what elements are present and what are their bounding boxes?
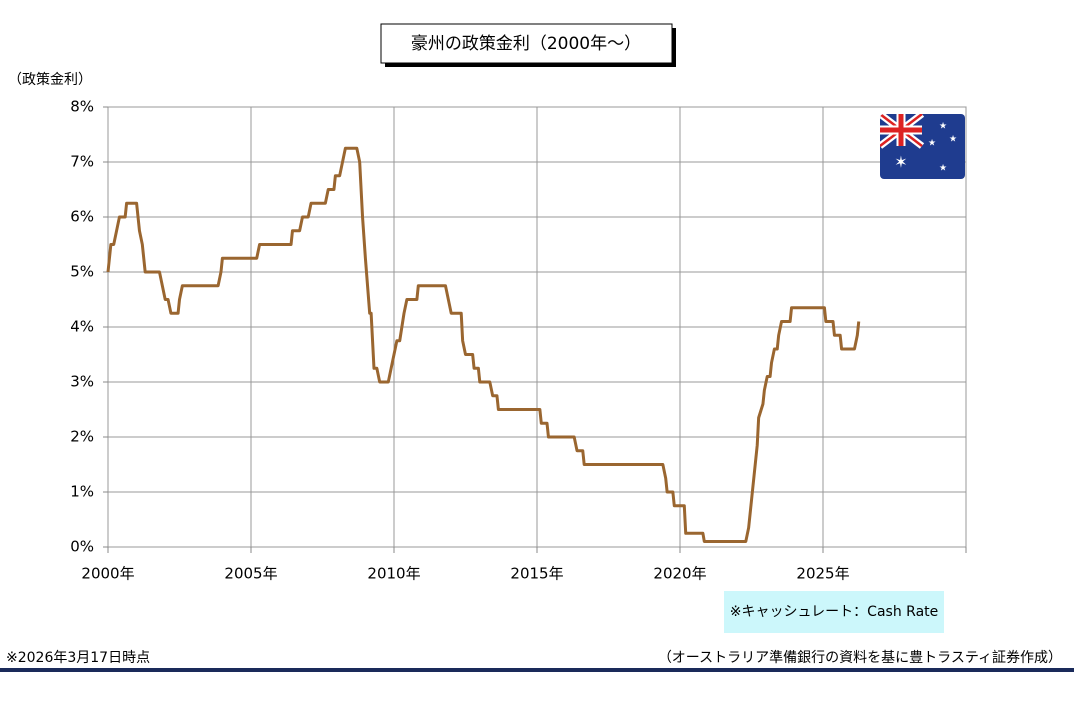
x-tick-label: 2000年 [81, 565, 134, 583]
y-tick-label: 0% [70, 538, 94, 556]
y-tick-label: 3% [70, 373, 94, 391]
y-tick-label: 5% [70, 263, 94, 281]
chart-title: 豪州の政策金利（2000年～） [411, 33, 641, 54]
y-tick-label: 7% [70, 153, 94, 171]
x-tick-label: 2025年 [796, 565, 849, 583]
x-tick-label: 2005年 [224, 565, 277, 583]
y-tick-label: 8% [70, 98, 94, 116]
svg-text:★: ★ [939, 164, 947, 174]
x-tick-label: 2020年 [653, 565, 706, 583]
svg-text:★: ★ [949, 135, 957, 145]
svg-text:★: ★ [939, 122, 947, 132]
footer-rule [0, 668, 1074, 672]
x-tick-label: 2010年 [367, 565, 420, 583]
footnote-right: （オーストラリア準備銀行の資料を基に豊トラスティ証券作成） [658, 649, 1062, 666]
footnote-left: ※2026年3月17日時点 [6, 650, 150, 666]
y-tick-label: 4% [70, 318, 94, 336]
y-tick-label: 2% [70, 428, 94, 446]
y-tick-label: 1% [70, 483, 94, 501]
y-axis-label: （政策金利） [8, 71, 92, 88]
svg-text:✶: ✶ [894, 153, 907, 172]
rate-line [106, 146, 861, 543]
x-tick-label: 2015年 [510, 565, 563, 583]
svg-text:★: ★ [928, 139, 936, 149]
y-tick-label: 6% [70, 208, 94, 226]
flag: ✶ ★ ★ ★ ★ [880, 114, 965, 179]
title-box [380, 23, 673, 64]
note: ※キャッシュレート：Cash Rate [730, 604, 939, 620]
note-box [724, 591, 944, 633]
